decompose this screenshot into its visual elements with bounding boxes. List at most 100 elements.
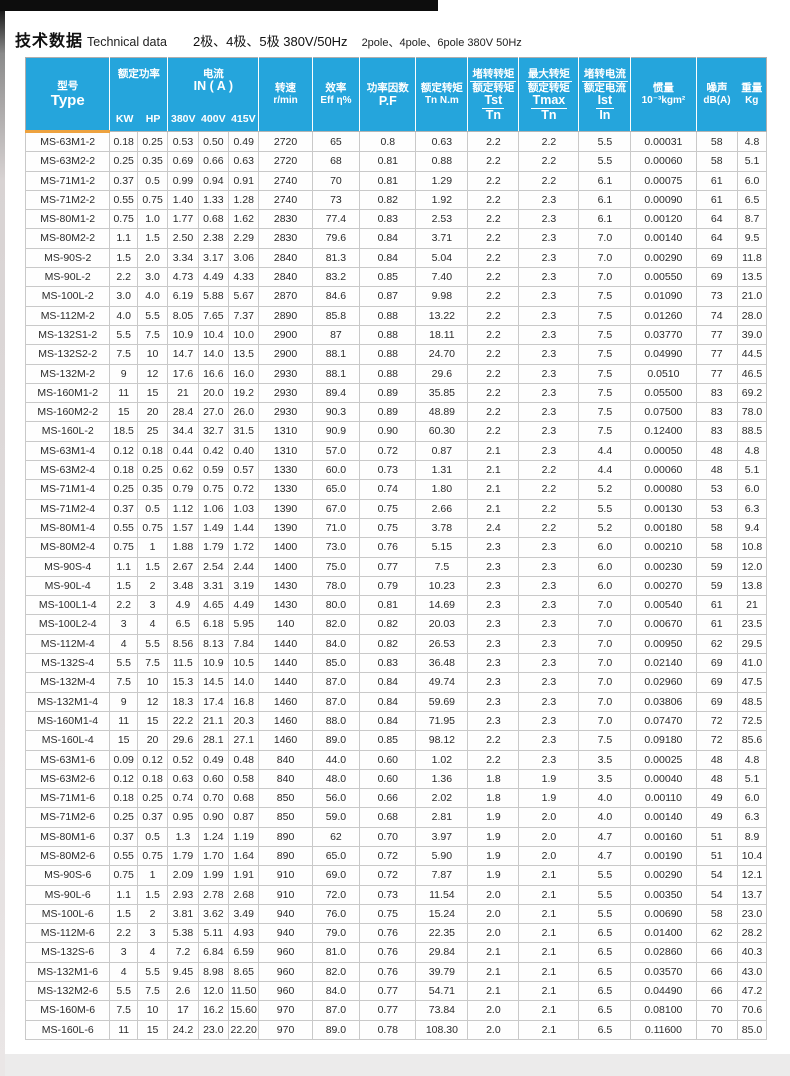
value-cell: 2.2 (467, 324, 520, 346)
eff-label-zh: 效率 (325, 82, 347, 94)
value-cell: 89.0 (311, 730, 361, 751)
ist-numerator: Ist (595, 92, 615, 109)
value-cell: 73 (695, 286, 739, 307)
value-cell: 6.0 (578, 556, 632, 577)
value-cell: 62 (695, 923, 739, 944)
value-cell: 27.0 (197, 402, 230, 423)
value-cell: 24.2 (167, 1019, 199, 1040)
value-cell: 0.55 (109, 189, 138, 211)
value-cell: 2.2 (467, 209, 520, 230)
value-cell: 61 (695, 614, 739, 635)
value-cell: 65.0 (311, 479, 361, 500)
value-cell: 1.9 (467, 865, 520, 886)
value-cell: 44.5 (737, 344, 767, 365)
value-cell: 17 (167, 1000, 199, 1021)
tst-zh-denominator: 额定转矩 (472, 81, 515, 94)
value-cell: 69 (695, 672, 739, 693)
value-cell: 2.2 (518, 151, 580, 172)
value-cell: 3.62 (197, 903, 230, 925)
value-cell: 2.50 (167, 228, 199, 249)
weight-label-zh: 重量 (741, 82, 763, 94)
value-cell: 88.1 (311, 344, 361, 365)
value-cell: 9 (109, 363, 138, 384)
tst-numerator: Tst (482, 92, 505, 109)
table-row: MS-63M1-6 0.09 0.12 0.52 0.49 0.48 840 44.0 0.60… (24, 749, 767, 770)
model-cell: MS-100L2-4 (24, 614, 111, 635)
model-cell: MS-132M-2 (24, 363, 111, 384)
value-cell: 66 (695, 942, 739, 963)
model-cell: MS-63M2-4 (24, 460, 111, 481)
value-cell: 2.2 (467, 267, 520, 288)
value-cell: 7.0 (578, 710, 632, 732)
col-header-tst-ratio: 堵转转矩 额定转矩 Tst Tn (467, 57, 519, 132)
value-cell: 0.12 (136, 749, 169, 770)
value-cell: 28.1 (197, 730, 230, 751)
value-cell: 6.5 (578, 1000, 632, 1021)
value-cell: 49 (695, 788, 739, 809)
value-cell: 11.5 (167, 653, 199, 674)
value-cell: 2.3 (518, 421, 580, 442)
col-header-tmax-ratio: 最大转矩 额定转矩 Tmax Tn (518, 57, 579, 132)
value-cell: 6.5 (578, 923, 632, 944)
model-cell: MS-132S-6 (24, 942, 111, 963)
value-cell: 0.01090 (630, 286, 697, 307)
value-cell: 5.5 (578, 903, 632, 925)
value-cell: 12.1 (737, 865, 767, 886)
value-cell: 6.3 (737, 498, 767, 519)
value-cell: 5.5 (136, 305, 169, 326)
value-cell: 0.87 (359, 286, 417, 307)
value-cell: 0.00130 (630, 498, 697, 519)
value-cell: 21.0 (737, 286, 767, 307)
value-cell: 2.67 (167, 556, 199, 577)
value-cell: 51 (695, 845, 739, 867)
value-cell: 2.0 (518, 826, 580, 847)
table-row: MS-90L-6 1.1 1.5 2.93 2.78 2.68 910 72.0 0.73 11.… (24, 884, 767, 905)
value-cell: 2.53 (415, 209, 469, 230)
value-cell: 69 (695, 267, 739, 288)
table-row: MS-100L-6 1.5 2 3.81 3.62 3.49 940 76.0 0.75 15.2… (24, 903, 767, 925)
value-cell: 15.60 (227, 1000, 260, 1021)
value-cell: 4 (136, 942, 169, 963)
value-cell: 1 (136, 537, 169, 558)
value-cell: 7.5 (136, 653, 169, 674)
value-cell: 7.0 (578, 247, 632, 269)
value-cell: 0.00040 (630, 768, 697, 790)
value-cell: 2.2 (518, 498, 580, 519)
value-cell: 1.88 (167, 537, 199, 558)
weight-unit: Kg (745, 95, 759, 106)
value-cell: 11.50 (227, 981, 260, 1002)
value-cell: 2.6 (167, 981, 199, 1002)
value-cell: 0.5 (136, 498, 169, 519)
table-row: MS-160M1-2 11 15 21 20.0 19.2 2930 89.4 0.89 35.8… (24, 382, 767, 404)
value-cell: 0.70 (359, 826, 417, 847)
value-cell: 6.59 (227, 942, 260, 963)
table-row: MS-71M1-6 0.18 0.25 0.74 0.70 0.68 850 56.0 0.66… (24, 788, 767, 809)
value-cell: 3 (109, 942, 138, 963)
col-header-efficiency: 效率 Eff η% (311, 57, 360, 132)
value-cell: 0.0510 (630, 363, 697, 384)
value-cell: 1.9 (467, 845, 520, 867)
value-cell: 2830 (258, 228, 313, 249)
value-cell: 58 (695, 903, 739, 925)
value-cell: 0.8 (359, 130, 417, 153)
value-cell: 2.2 (467, 130, 520, 153)
value-cell: 2740 (258, 170, 313, 191)
value-cell: 2.1 (518, 884, 580, 905)
value-cell: 1.5 (136, 884, 169, 905)
value-cell: 4.7 (578, 845, 632, 867)
value-cell: 0.02860 (630, 942, 697, 963)
value-cell: 2.3 (518, 730, 580, 751)
value-cell: 0.75 (359, 903, 417, 925)
value-cell: 2.3 (518, 633, 580, 655)
value-cell: 2.1 (518, 903, 580, 925)
value-cell: 1.62 (227, 209, 260, 230)
value-cell: 0.00540 (630, 595, 697, 616)
value-cell: 44.0 (311, 749, 361, 770)
col-header-speed: 转速 r/min (258, 57, 313, 132)
value-cell: 1310 (258, 421, 313, 442)
value-cell: 2740 (258, 189, 313, 211)
value-cell: 2.3 (518, 286, 580, 307)
value-cell: 32.7 (197, 421, 230, 442)
value-cell: 72.0 (311, 884, 361, 905)
value-cell: 2.0 (136, 247, 169, 269)
